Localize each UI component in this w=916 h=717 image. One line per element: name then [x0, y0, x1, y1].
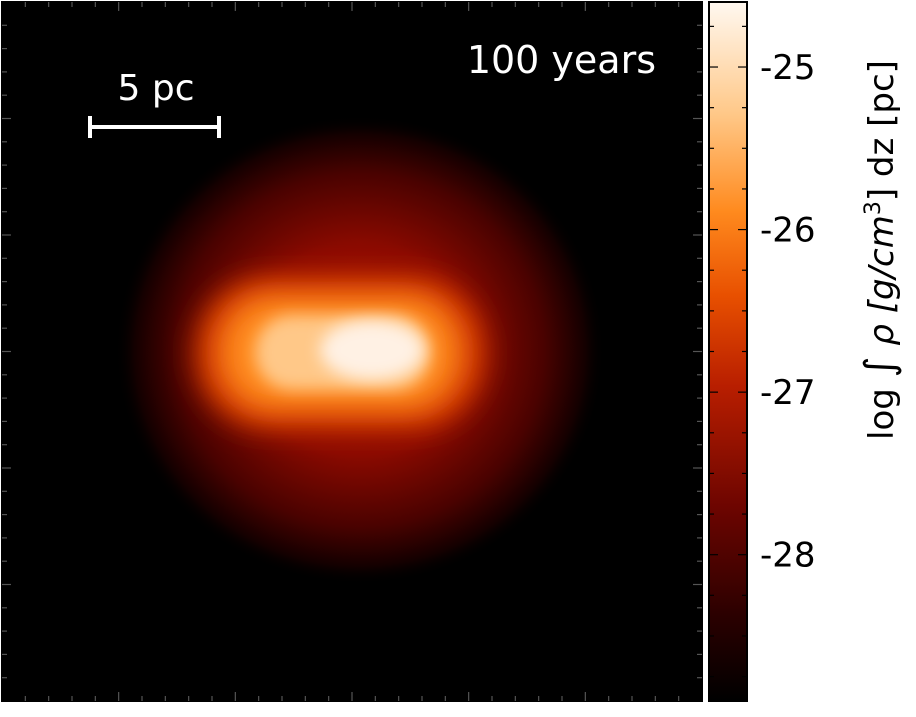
colorbar-label-rho: ρ [g/cm: [862, 215, 902, 356]
colorbar-ticks: -25 -26 -27 -28: [709, 25, 816, 678]
colorbar-label-tail: ] dz [pc]: [862, 60, 902, 201]
colorbar-gradient: [709, 2, 747, 701]
colorbar-label-integral: ∫: [857, 356, 903, 377]
colorbar-label-exponent: 3: [861, 201, 886, 215]
colorbar-tick-label: -26: [760, 211, 816, 251]
colorbar-tick-label: -27: [760, 373, 816, 413]
colorbar: -25 -26 -27 -28 log ∫ ρ [g/cm3] dz [pc]: [708, 1, 903, 702]
density-map-panel: 5 pc 100 years: [1, 1, 703, 702]
colorbar-tick-label: -28: [760, 536, 816, 576]
colorbar-label: log ∫ ρ [g/cm3] dz [pc]: [857, 60, 903, 440]
scale-bar-label: 5 pc: [118, 68, 195, 109]
density-blob: [115, 115, 605, 585]
colorbar-label-log: log: [862, 377, 902, 440]
core-peak: [320, 320, 424, 380]
time-label: 100 years: [467, 38, 656, 82]
colorbar-tick-label: -25: [760, 48, 816, 88]
scale-bar: 5 pc: [88, 68, 221, 138]
map-tick-marks: [2, 2, 702, 701]
